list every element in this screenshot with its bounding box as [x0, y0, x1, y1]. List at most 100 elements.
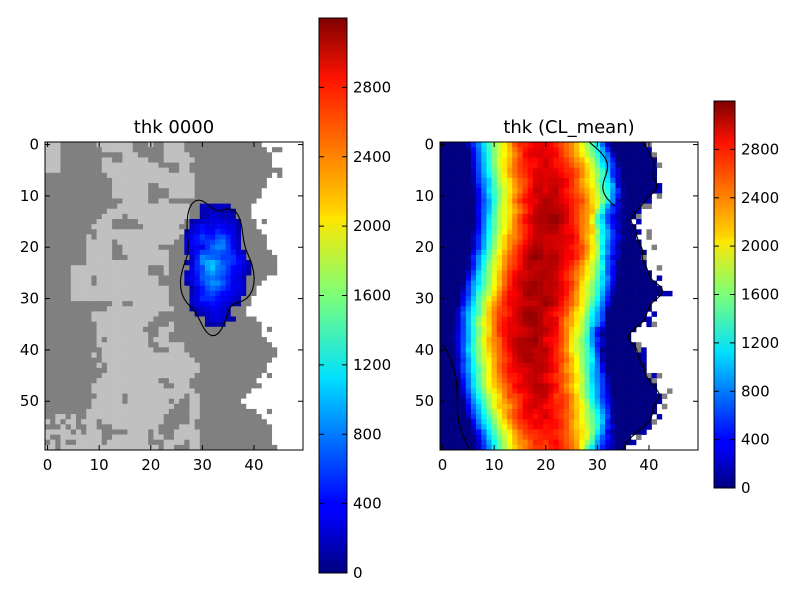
heatmap-cell	[579, 198, 585, 204]
heatmap-cell	[235, 193, 242, 199]
heatmap-cell	[225, 393, 232, 399]
heatmap-cell	[287, 249, 293, 256]
heatmap-cell	[605, 213, 611, 220]
heatmap-cell	[287, 172, 293, 179]
heatmap-cell	[55, 239, 61, 245]
heatmap-cell	[579, 311, 585, 317]
heatmap-cell	[168, 208, 175, 215]
heatmap-cell	[163, 306, 170, 312]
heatmap-cell	[584, 249, 590, 256]
heatmap-cell	[277, 229, 283, 235]
heatmap-cell	[230, 398, 237, 405]
heatmap-cell	[599, 326, 606, 333]
heatmap-cell	[81, 203, 87, 210]
heatmap-cell	[132, 270, 139, 276]
heatmap-cell	[282, 414, 288, 420]
heatmap-cell	[132, 419, 139, 425]
heatmap-cell	[266, 162, 273, 168]
heatmap-cell	[470, 193, 477, 199]
heatmap-cell	[569, 337, 575, 343]
heatmap-cell	[189, 213, 195, 220]
heatmap-cell	[168, 193, 175, 199]
heatmap-cell	[620, 321, 627, 328]
heatmap-cell	[50, 398, 56, 405]
heatmap-cell	[455, 337, 461, 343]
heatmap-cell	[199, 244, 206, 251]
heatmap-cell	[91, 162, 97, 168]
heatmap-cell	[527, 306, 534, 312]
heatmap-cell	[148, 352, 154, 358]
heatmap-cell	[636, 285, 642, 292]
heatmap-cell	[491, 265, 498, 271]
heatmap-cell	[251, 198, 257, 204]
heatmap-cell	[153, 234, 159, 240]
heatmap-cell	[625, 213, 632, 220]
heatmap-cell	[70, 439, 77, 446]
heatmap-cell	[81, 414, 87, 420]
heatmap-cell	[543, 147, 549, 153]
heatmap-cell	[168, 429, 175, 435]
heatmap-cell	[122, 208, 128, 215]
heatmap-cell	[651, 378, 658, 384]
heatmap-cell	[215, 219, 221, 225]
heatmap-cell	[117, 270, 123, 276]
heatmap-cell	[194, 419, 201, 425]
heatmap-cell	[532, 239, 539, 245]
heatmap-cell	[486, 316, 492, 322]
heatmap-cell	[287, 265, 293, 271]
heatmap-cell	[60, 157, 66, 163]
heatmap-cell	[517, 326, 523, 333]
heatmap-cell	[287, 429, 293, 435]
heatmap-cell	[512, 188, 518, 194]
heatmap-cell	[235, 393, 242, 399]
heatmap-cell	[277, 198, 283, 204]
heatmap-cell	[522, 326, 529, 333]
heatmap-cell	[158, 424, 164, 430]
heatmap-cell	[266, 157, 273, 163]
heatmap-cell	[501, 357, 508, 364]
heatmap-cell	[50, 378, 56, 384]
heatmap-cell	[584, 260, 590, 266]
heatmap-cell	[251, 296, 257, 302]
heatmap-cell	[594, 378, 601, 384]
heatmap-cell	[91, 296, 97, 302]
heatmap-cell	[266, 424, 273, 430]
heatmap-cell	[45, 219, 51, 225]
heatmap-cell	[45, 172, 51, 179]
heatmap-cell	[282, 249, 288, 256]
heatmap-cell	[168, 408, 175, 415]
heatmap-cell	[548, 167, 554, 174]
heatmap-cell	[548, 224, 554, 230]
heatmap-cell	[106, 275, 113, 281]
heatmap-cell	[440, 357, 446, 364]
heatmap-cell	[455, 347, 461, 353]
heatmap-cell	[538, 367, 544, 374]
heatmap-cell	[256, 326, 263, 333]
heatmap-cell	[532, 162, 539, 168]
heatmap-cell	[272, 398, 278, 405]
heatmap-cell	[297, 378, 303, 384]
heatmap-cell	[481, 254, 487, 261]
heatmap-cell	[246, 301, 252, 307]
heatmap-cell	[460, 347, 467, 353]
heatmap-cell	[277, 270, 283, 276]
heatmap-cell	[527, 285, 534, 292]
heatmap-cell	[641, 270, 647, 276]
heatmap-cell	[287, 290, 293, 297]
heatmap-cell	[277, 260, 283, 266]
heatmap-cell	[615, 224, 621, 230]
heatmap-cell	[184, 177, 190, 184]
heatmap-cell	[527, 224, 534, 230]
heatmap-cell	[199, 224, 206, 230]
heatmap-cell	[137, 373, 144, 379]
heatmap-cell	[507, 321, 513, 328]
heatmap-cell	[70, 357, 77, 364]
heatmap-cell	[292, 301, 299, 307]
heatmap-cell	[184, 326, 190, 333]
heatmap-cell	[569, 208, 575, 215]
heatmap-cell	[127, 367, 134, 374]
heatmap-cell	[199, 337, 206, 343]
heatmap-cell	[225, 280, 232, 287]
heatmap-cell	[287, 419, 293, 425]
heatmap-cell	[450, 331, 456, 338]
